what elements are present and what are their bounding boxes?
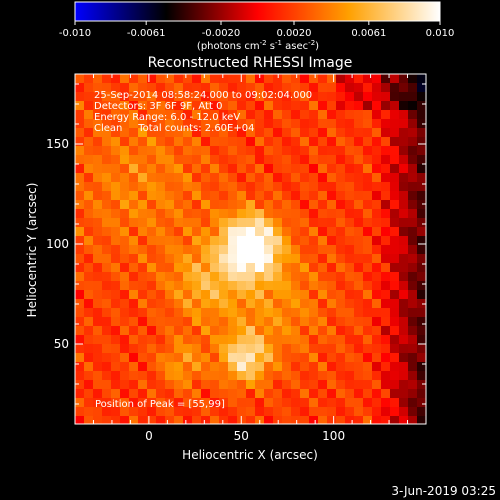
heatmap-image bbox=[75, 74, 426, 424]
colorbar-tick-label: -0.0061 bbox=[127, 28, 166, 39]
colorbar-tick-label: 0.0020 bbox=[277, 28, 312, 39]
colorbar-tick-label: -0.010 bbox=[59, 28, 91, 39]
annotation-detectors: Detectors: 3F 6F 9F, Att 0 bbox=[94, 101, 222, 112]
colorbar: -0.010 -0.0061 -0.0020 0.0020 0.0061 0.010 (p… bbox=[59, 1, 454, 52]
plot-frame bbox=[74, 73, 427, 425]
colorbar-bar bbox=[74, 1, 441, 22]
colorbar-unit-label: (photons cm-2 s-1 asec-2) bbox=[197, 39, 319, 52]
colorbar-tick-label: -0.0020 bbox=[202, 28, 241, 39]
annotation-clean: Clean Total counts: 2.60E+04 bbox=[94, 123, 254, 134]
footer-date: 3-Jun-2019 03:25 bbox=[391, 484, 496, 498]
axes: 0 50 100 50 100 150 bbox=[46, 74, 427, 443]
x-tick-label: 0 bbox=[145, 429, 153, 443]
y-tick-label: 150 bbox=[46, 137, 69, 151]
x-axis-label: Heliocentric X (arcsec) bbox=[182, 448, 318, 462]
y-tick-label: 50 bbox=[54, 337, 69, 351]
colorbar-ticks: -0.010 -0.0061 -0.0020 0.0020 0.0061 0.010 bbox=[59, 21, 454, 39]
x-tick-label: 100 bbox=[322, 429, 345, 443]
y-tick-label: 100 bbox=[46, 237, 69, 251]
annotation-energy: Energy Range: 6.0 - 12.0 keV bbox=[94, 112, 240, 123]
plot-area: 0 50 100 50 100 150 25-Sep-2014 08:58:24.000 … bbox=[46, 73, 427, 443]
y-axis-label: Heliocentric Y (arcsec) bbox=[25, 183, 39, 318]
annotation-peak: Position of Peak = [55,99] bbox=[95, 399, 225, 410]
colorbar-tick-label: 0.0061 bbox=[351, 28, 386, 39]
colorbar-tick-label: 0.010 bbox=[426, 28, 455, 39]
annotation-time: 25-Sep-2014 08:58:24.000 to 09:02:04.000 bbox=[94, 90, 312, 101]
x-tick-label: 50 bbox=[234, 429, 249, 443]
chart-title: Reconstructed RHESSI Image bbox=[148, 55, 353, 71]
